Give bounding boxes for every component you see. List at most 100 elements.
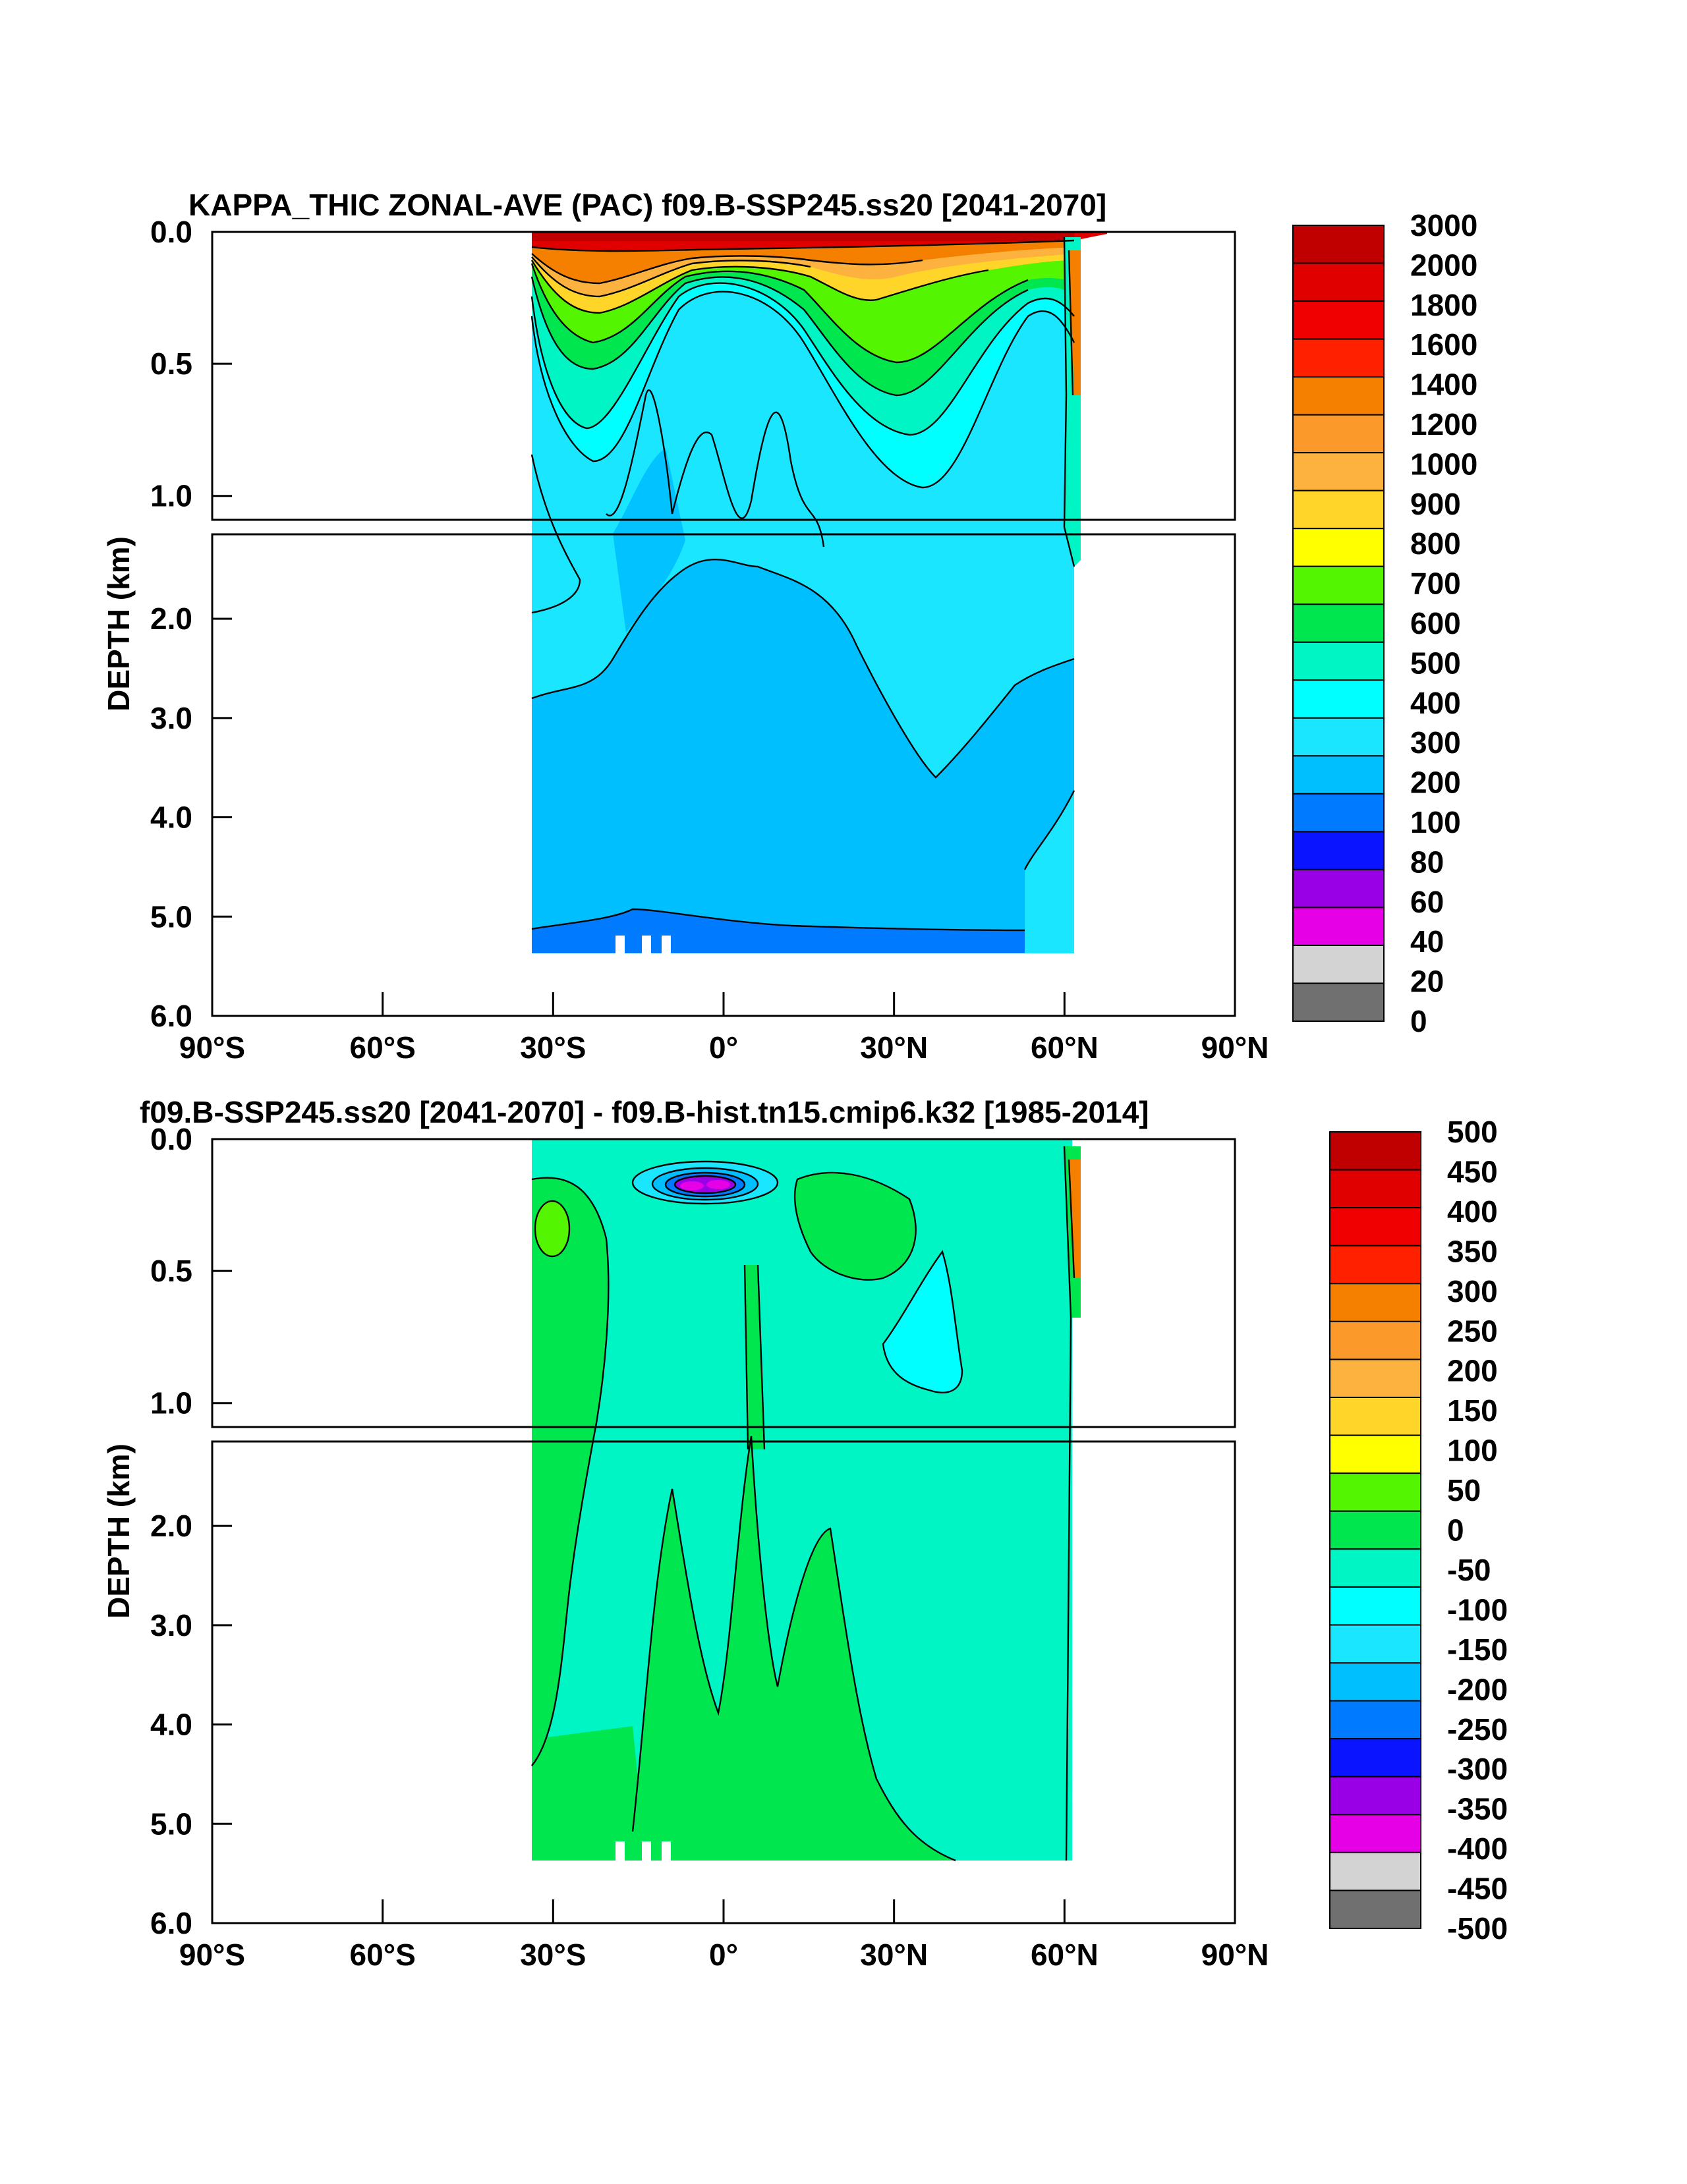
colorbar-swatch xyxy=(1329,1586,1421,1626)
y-tick-label: 2.0 xyxy=(150,1509,192,1543)
colorbar-label: 2000 xyxy=(1410,248,1477,282)
colorbar-swatch xyxy=(1292,641,1385,681)
p1-region-north-1400 xyxy=(1069,250,1081,395)
colorbar-swatch xyxy=(1292,300,1385,340)
colorbar-label: 1200 xyxy=(1410,407,1477,441)
colorbar-swatch xyxy=(1329,1169,1421,1209)
panel-1-ylabel: DEPTH (km) xyxy=(101,536,136,712)
colorbar-swatch xyxy=(1329,1776,1421,1816)
x-tick-label: 90°S xyxy=(179,1030,245,1065)
colorbar-label: 1600 xyxy=(1410,327,1477,362)
colorbar-swatch xyxy=(1329,1245,1421,1285)
x-tick-label: 30°N xyxy=(860,1030,928,1065)
colorbar-swatch xyxy=(1329,1320,1421,1360)
panel-2-colorbar: 500450400350300250200150100500-50-100-15… xyxy=(1329,1115,1508,1946)
colorbar-swatch xyxy=(1329,1700,1421,1740)
colorbar-swatch xyxy=(1292,982,1385,1022)
colorbar-swatch xyxy=(1292,528,1385,567)
colorbar-label: 800 xyxy=(1410,526,1461,561)
p2-gap-3 xyxy=(662,1841,671,1861)
x-tick-label: 60°S xyxy=(350,1030,416,1065)
colorbar-swatch xyxy=(1329,1283,1421,1322)
colorbar-label: -500 xyxy=(1447,1911,1508,1946)
colorbar-label: -150 xyxy=(1447,1633,1508,1667)
y-tick-label: 5.0 xyxy=(150,1806,192,1841)
colorbar-label: -350 xyxy=(1447,1792,1508,1826)
y-tick-label: 2.0 xyxy=(150,602,192,636)
panel-2: f09.B-SSP245.ss20 [2041-2070] - f09.B-hi… xyxy=(101,1095,1508,1972)
colorbar-label: 150 xyxy=(1447,1393,1498,1428)
p2-region-50-south xyxy=(532,1177,609,1766)
p2-gap-2 xyxy=(642,1841,651,1861)
colorbar-label: 1000 xyxy=(1410,447,1477,481)
colorbar-swatch xyxy=(1329,1624,1421,1664)
colorbar-label: 450 xyxy=(1447,1154,1498,1189)
panel-2-ylabel: DEPTH (km) xyxy=(101,1443,136,1619)
colorbar-label: 200 xyxy=(1410,766,1461,800)
colorbar-label: 200 xyxy=(1447,1354,1498,1388)
p1-gap-3 xyxy=(662,936,671,953)
panel-2-field xyxy=(531,1139,1081,1862)
colorbar-label: 60 xyxy=(1410,885,1444,919)
colorbar-swatch xyxy=(1329,1738,1421,1778)
p1-region-200 xyxy=(532,559,1074,953)
p1-gap-2 xyxy=(642,936,651,953)
colorbar-label: -250 xyxy=(1447,1712,1508,1747)
y-tick-label: 1.0 xyxy=(150,1386,192,1420)
colorbar-label: -200 xyxy=(1447,1672,1508,1706)
colorbar-swatch xyxy=(1292,755,1385,795)
p1-contours xyxy=(530,237,1075,932)
p1-region-100 xyxy=(532,909,1025,953)
colorbar-swatch xyxy=(1329,1890,1421,1929)
x-tick-label: 60°N xyxy=(1031,1030,1099,1065)
colorbar-label: 0 xyxy=(1410,1004,1427,1038)
colorbar-swatch xyxy=(1329,1472,1421,1512)
colorbar-swatch xyxy=(1292,868,1385,909)
colorbar-label: 20 xyxy=(1410,965,1444,999)
y-tick-label: 3.0 xyxy=(150,701,192,735)
panel-1-title: KAPPA_THIC ZONAL-AVE (PAC) f09.B-SSP245.… xyxy=(188,188,1106,222)
panel-2-title: f09.B-SSP245.ss20 [2041-2070] - f09.B-hi… xyxy=(140,1095,1149,1129)
colorbar-label: 500 xyxy=(1410,646,1461,680)
colorbar-label: 400 xyxy=(1410,686,1461,720)
colorbar-label: 250 xyxy=(1447,1314,1498,1348)
x-tick-label: 90°N xyxy=(1201,1030,1269,1065)
y-tick-label: 5.0 xyxy=(150,899,192,934)
colorbar-swatch xyxy=(1329,1358,1421,1398)
colorbar-swatch xyxy=(1329,1434,1421,1474)
colorbar-label: -450 xyxy=(1447,1872,1508,1906)
colorbar-swatch xyxy=(1329,1814,1421,1853)
colorbar-swatch xyxy=(1292,225,1385,264)
x-tick-label: 90°S xyxy=(179,1938,245,1972)
colorbar-swatch xyxy=(1329,1851,1421,1891)
colorbar-swatch xyxy=(1329,1548,1421,1588)
x-tick-label: 0° xyxy=(709,1030,738,1065)
colorbar-swatch xyxy=(1292,907,1385,946)
colorbar-label: 400 xyxy=(1447,1194,1498,1229)
colorbar-swatch xyxy=(1329,1662,1421,1702)
y-tick-label: 0.5 xyxy=(150,347,192,381)
colorbar-label: 3000 xyxy=(1410,208,1477,242)
colorbar-label: 50 xyxy=(1447,1473,1481,1507)
x-tick-label: 30°N xyxy=(860,1938,928,1972)
colorbar-swatch xyxy=(1292,679,1385,719)
colorbar-label: 500 xyxy=(1447,1115,1498,1149)
panel-1: KAPPA_THIC ZONAL-AVE (PAC) f09.B-SSP245.… xyxy=(101,188,1477,1065)
p1-gap-1 xyxy=(615,936,625,953)
p2-gap-1 xyxy=(615,1841,625,1861)
y-tick-label: 6.0 xyxy=(150,999,192,1033)
p2-region-50-upper xyxy=(795,1173,916,1280)
colorbar-label: -50 xyxy=(1447,1553,1491,1587)
p2-region-50-deep xyxy=(633,1436,956,1861)
y-tick-label: 4.0 xyxy=(150,800,192,835)
colorbar-swatch xyxy=(1292,717,1385,757)
colorbar-swatch xyxy=(1292,565,1385,605)
colorbar-swatch xyxy=(1292,490,1385,530)
colorbar-swatch xyxy=(1292,376,1385,416)
x-tick-label: 90°N xyxy=(1201,1938,1269,1972)
p2-region-neg350-b xyxy=(706,1180,730,1189)
p2-region-neg350-a xyxy=(680,1181,704,1190)
panel-1-field xyxy=(530,232,1107,953)
colorbar-label: -400 xyxy=(1447,1832,1508,1866)
colorbar-label: 1400 xyxy=(1410,368,1477,402)
